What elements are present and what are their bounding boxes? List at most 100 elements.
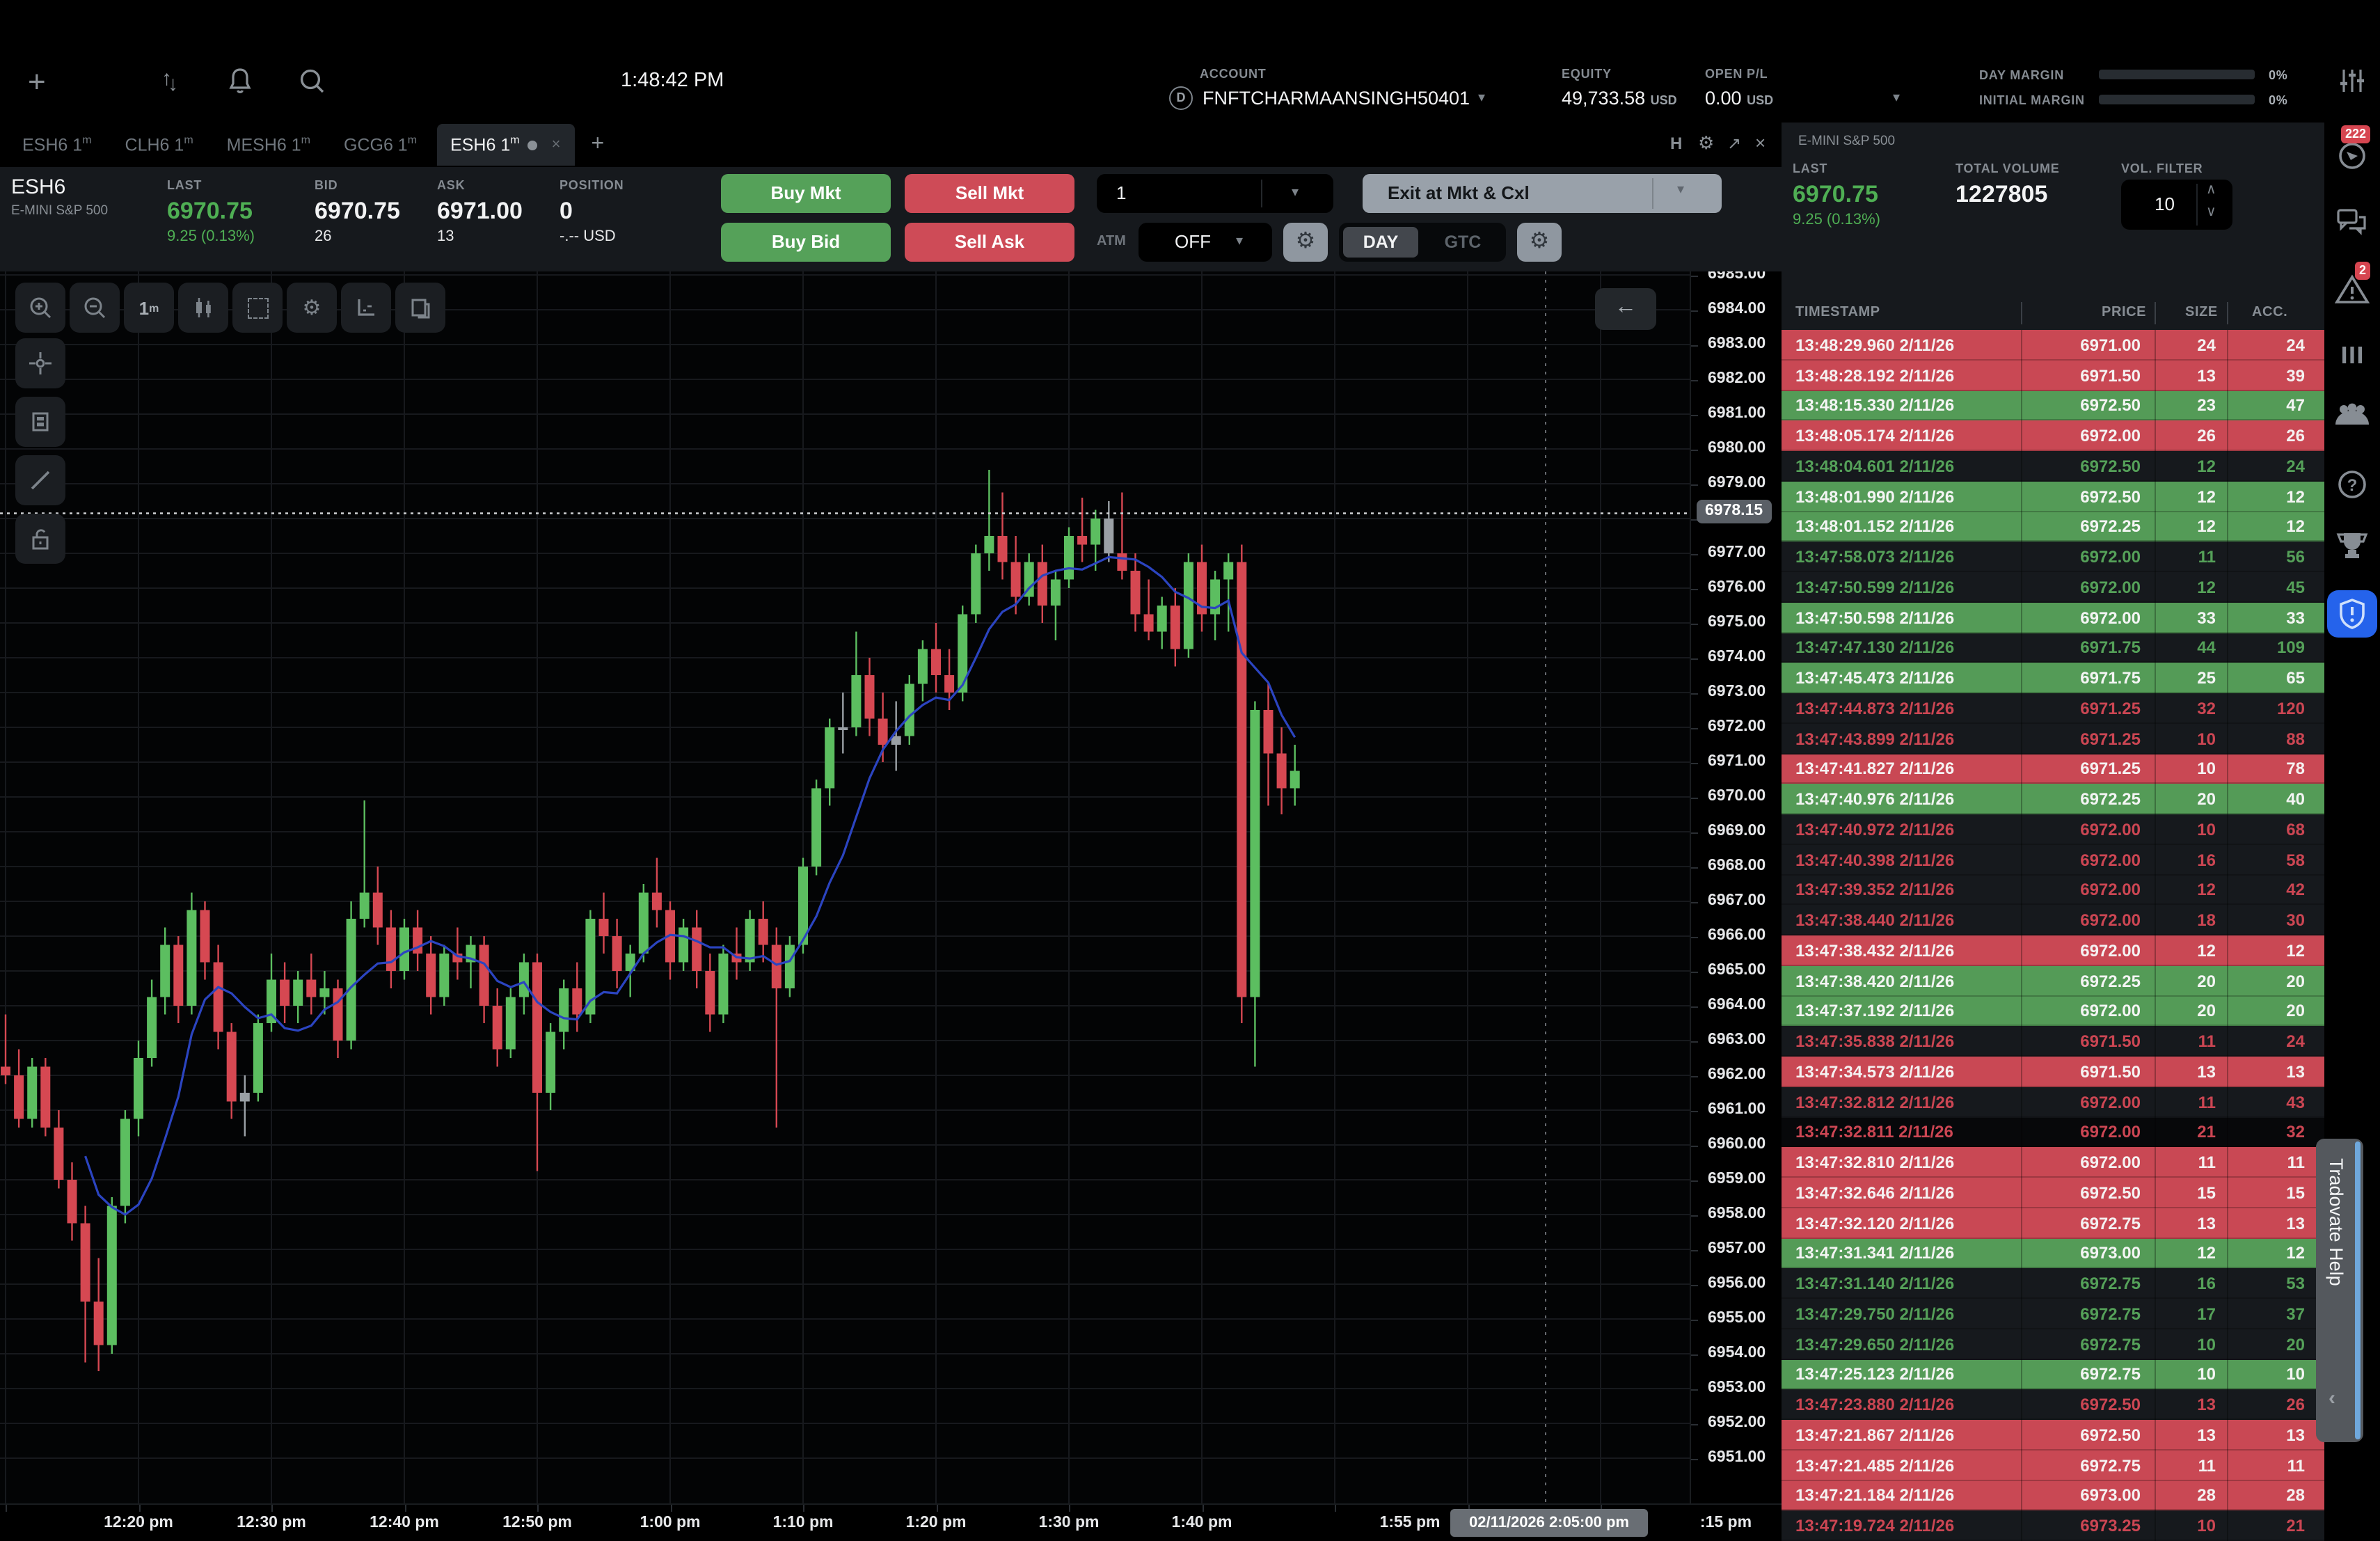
- qty-select[interactable]: 1 ▾: [1097, 174, 1333, 213]
- stepper-up-icon[interactable]: ∧: [2206, 182, 2216, 198]
- tape-row[interactable]: 13:47:32.811 2/11/26 6972.00 21 32: [1782, 1117, 2324, 1148]
- tape-row[interactable]: 13:47:19.724 2/11/26 6973.25 10 21: [1782, 1510, 2324, 1541]
- tape-row[interactable]: 13:48:01.990 2/11/26 6972.50 12 12: [1782, 481, 2324, 512]
- time-axis[interactable]: 12:20 pm 12:30 pm 12:40 pm 12:50 pm 1:00 pm 1…: [0, 1503, 1782, 1541]
- zoom-in-icon[interactable]: [15, 283, 65, 333]
- tape-row[interactable]: 13:48:01.152 2/11/26 6972.25 12 12: [1782, 512, 2324, 542]
- tape-row[interactable]: 13:47:21.867 2/11/26 6972.50 13 13: [1782, 1420, 2324, 1451]
- tape-row[interactable]: 13:47:25.123 2/11/26 6972.75 10 10: [1782, 1359, 2324, 1390]
- pl-chevron-icon[interactable]: ▾: [1893, 90, 1901, 106]
- duplicate-icon[interactable]: [395, 283, 445, 333]
- zoom-out-icon[interactable]: [70, 283, 120, 333]
- tif-gear-button[interactable]: ⚙: [1517, 223, 1562, 262]
- notes-icon[interactable]: [15, 397, 65, 447]
- stepper-down-icon[interactable]: ∨: [2206, 205, 2216, 220]
- price-axis[interactable]: 6951.00 6952.00 6953.00 6954.00 6955.00 6956.…: [1690, 271, 1783, 1503]
- chart-tab-4[interactable]: ESH6 1m ×: [436, 124, 575, 166]
- help-icon[interactable]: ?: [2324, 468, 2380, 508]
- tape-row[interactable]: 13:47:38.432 2/11/26 6972.00 12 12: [1782, 935, 2324, 966]
- close-panel-icon[interactable]: ×: [1755, 132, 1766, 153]
- tape-row[interactable]: 13:47:38.420 2/11/26 6972.25 20 20: [1782, 965, 2324, 996]
- transfer-arrows-icon[interactable]: ↑↓: [161, 67, 178, 96]
- tab-close-icon[interactable]: ×: [551, 136, 561, 153]
- tape-row[interactable]: 13:47:50.598 2/11/26 6972.00 33 33: [1782, 602, 2324, 633]
- tape-row[interactable]: 13:47:44.873 2/11/26 6971.25 32 120: [1782, 693, 2324, 724]
- tape-row[interactable]: 13:47:21.485 2/11/26 6972.75 11 11: [1782, 1450, 2324, 1480]
- select-region-icon[interactable]: [232, 283, 283, 333]
- tape-row[interactable]: 13:47:32.812 2/11/26 6972.00 11 43: [1782, 1086, 2324, 1117]
- columns-icon[interactable]: [2324, 342, 2380, 374]
- help-collapse-chevron-icon[interactable]: ‹: [2329, 1386, 2335, 1410]
- tif-day-button[interactable]: DAY: [1343, 227, 1418, 258]
- account-chevron-icon[interactable]: ▾: [1478, 90, 1486, 106]
- tape-row[interactable]: 13:47:21.184 2/11/26 6973.00 28 28: [1782, 1480, 2324, 1511]
- tape-row[interactable]: 13:47:47.130 2/11/26 6971.75 44 109: [1782, 633, 2324, 663]
- tape-row[interactable]: 13:47:45.473 2/11/26 6971.75 25 65: [1782, 663, 2324, 693]
- chart-type-icon[interactable]: [178, 283, 228, 333]
- tape-row[interactable]: 13:47:38.440 2/11/26 6972.00 18 30: [1782, 905, 2324, 935]
- warning-icon[interactable]: [2324, 273, 2380, 313]
- news-globe-icon[interactable]: [2324, 139, 2380, 180]
- account-name[interactable]: FNFTCHARMAANSINGH50401: [1203, 88, 1470, 109]
- lock-icon[interactable]: [15, 514, 65, 564]
- tape-row[interactable]: 13:47:32.646 2/11/26 6972.50 15 15: [1782, 1178, 2324, 1208]
- atm-select[interactable]: OFF ▾: [1139, 223, 1272, 262]
- popout-icon[interactable]: ↗: [1727, 134, 1742, 153]
- chart-tab-2[interactable]: MESH6 1m: [226, 134, 310, 156]
- vol-filter-stepper[interactable]: 10 ∧ ∨: [2121, 180, 2232, 230]
- tape-row[interactable]: 13:47:32.810 2/11/26 6972.00 11 11: [1782, 1147, 2324, 1178]
- trendline-icon[interactable]: [15, 455, 65, 505]
- buy-mkt-button[interactable]: Buy Mkt: [721, 174, 891, 213]
- scroll-back-button[interactable]: ←: [1595, 288, 1656, 330]
- tape-row[interactable]: 13:47:31.341 2/11/26 6973.00 12 12: [1782, 1238, 2324, 1269]
- tape-row[interactable]: 13:47:58.073 2/11/26 6972.00 11 56: [1782, 542, 2324, 572]
- chat-icon[interactable]: [2324, 206, 2380, 244]
- tape-row[interactable]: 13:48:28.192 2/11/26 6971.50 13 39: [1782, 360, 2324, 390]
- trophy-icon[interactable]: [2324, 529, 2380, 569]
- chart-tab-1[interactable]: CLH6 1m: [125, 134, 193, 156]
- tape-row[interactable]: 13:48:15.330 2/11/26 6972.50 23 47: [1782, 390, 2324, 421]
- chart-canvas[interactable]: [0, 271, 1690, 1503]
- gear-icon[interactable]: ⚙: [1698, 132, 1715, 153]
- tape-row[interactable]: 13:47:40.398 2/11/26 6972.00 16 58: [1782, 844, 2324, 875]
- tape-row[interactable]: 13:47:41.827 2/11/26 6971.25 10 78: [1782, 754, 2324, 784]
- tape-row[interactable]: 13:47:31.140 2/11/26 6972.75 16 53: [1782, 1268, 2324, 1299]
- tape-rows[interactable]: 13:48:29.960 2/11/26 6971.00 24 24 13:48:28.…: [1782, 330, 2324, 1541]
- axis-scale-icon[interactable]: [341, 283, 391, 333]
- tape-row[interactable]: 13:48:04.601 2/11/26 6972.50 12 24: [1782, 451, 2324, 482]
- community-icon[interactable]: [2324, 401, 2380, 436]
- tape-row[interactable]: 13:47:23.880 2/11/26 6972.50 13 26: [1782, 1389, 2324, 1420]
- tape-row[interactable]: 13:47:40.976 2/11/26 6972.25 20 40: [1782, 784, 2324, 814]
- risk-shield-active[interactable]: [2327, 590, 2377, 638]
- add-workspace-icon[interactable]: +: [28, 64, 46, 99]
- tape-row[interactable]: 13:47:29.650 2/11/26 6972.75 10 20: [1782, 1329, 2324, 1359]
- tape-row[interactable]: 13:47:37.192 2/11/26 6972.00 20 20: [1782, 996, 2324, 1027]
- tape-row[interactable]: 13:47:29.750 2/11/26 6972.75 17 37: [1782, 1299, 2324, 1329]
- header-toggle-icon[interactable]: H: [1670, 134, 1683, 153]
- buy-bid-button[interactable]: Buy Bid: [721, 223, 891, 262]
- chart-tab-0[interactable]: ESH6 1m: [22, 134, 92, 156]
- tif-gtc-button[interactable]: GTC: [1444, 232, 1482, 252]
- tape-row[interactable]: 13:48:05.174 2/11/26 6972.00 26 26: [1782, 420, 2324, 451]
- bell-icon[interactable]: [227, 67, 253, 103]
- add-chart-tab-icon[interactable]: +: [591, 132, 605, 156]
- atm-gear-button[interactable]: ⚙: [1283, 223, 1328, 262]
- sell-ask-button[interactable]: Sell Ask: [905, 223, 1074, 262]
- exit-at-mkt-button[interactable]: Exit at Mkt & Cxl ▾: [1363, 174, 1722, 213]
- tape-row[interactable]: 13:47:35.838 2/11/26 6971.50 11 24: [1782, 1026, 2324, 1057]
- sliders-icon[interactable]: [2324, 67, 2380, 102]
- tape-row[interactable]: 13:47:43.899 2/11/26 6971.25 10 88: [1782, 723, 2324, 754]
- tape-row[interactable]: 13:47:40.972 2/11/26 6972.00 10 68: [1782, 814, 2324, 845]
- sell-mkt-button[interactable]: Sell Mkt: [905, 174, 1074, 213]
- tape-row[interactable]: 13:47:34.573 2/11/26 6971.50 13 13: [1782, 1057, 2324, 1087]
- tape-row[interactable]: 13:47:32.120 2/11/26 6972.75 13 13: [1782, 1208, 2324, 1238]
- search-icon[interactable]: [298, 67, 327, 103]
- chart-settings-gear-icon[interactable]: ⚙: [287, 283, 337, 333]
- crosshair-icon[interactable]: [15, 338, 65, 388]
- chart-tab-3[interactable]: GCG6 1m: [344, 134, 418, 156]
- tape-row[interactable]: 13:47:39.352 2/11/26 6972.00 12 42: [1782, 875, 2324, 906]
- tradovate-help-tab[interactable]: Tradovate Help ‹: [2316, 1139, 2363, 1442]
- tape-row[interactable]: 13:48:29.960 2/11/26 6971.00 24 24: [1782, 330, 2324, 361]
